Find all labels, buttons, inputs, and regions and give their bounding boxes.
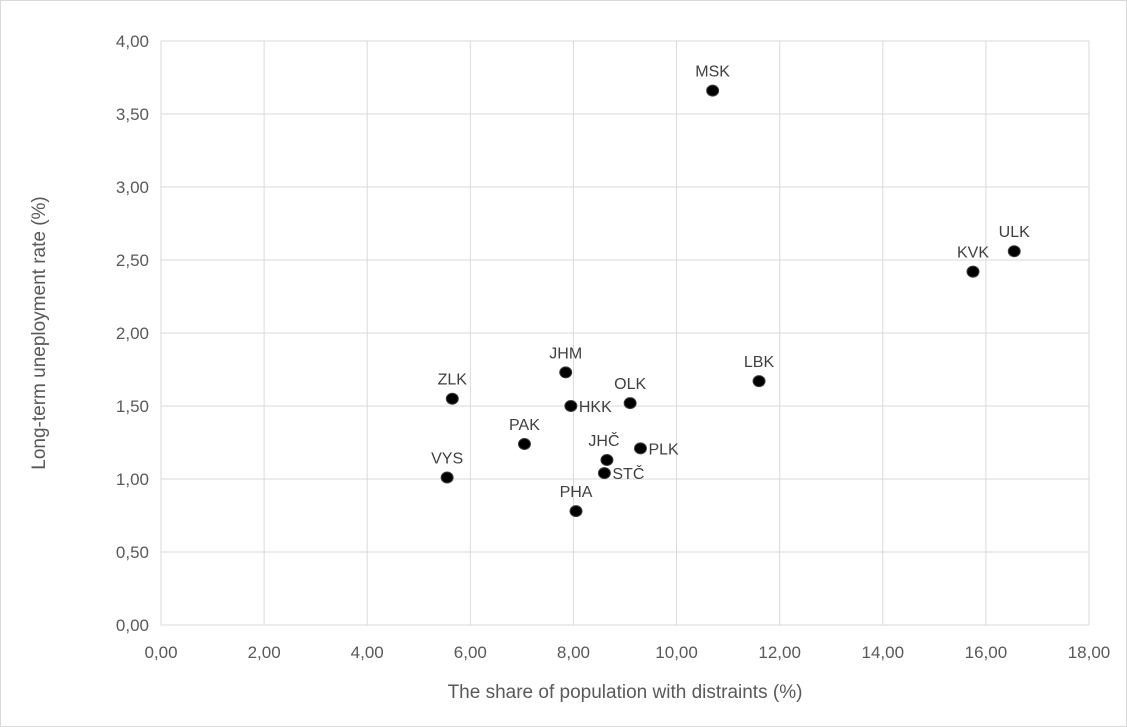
x-tick-label: 6,00 xyxy=(454,643,487,662)
x-tick-label: 12,00 xyxy=(758,643,801,662)
data-label: PAK xyxy=(509,417,540,434)
data-point xyxy=(623,397,637,410)
y-tick-label: 0,00 xyxy=(116,616,149,635)
data-point xyxy=(597,467,611,480)
data-label: LBK xyxy=(744,354,775,371)
x-tick-label: 14,00 xyxy=(862,643,905,662)
y-tick-label: 4,00 xyxy=(116,32,149,51)
x-tick-label: 2,00 xyxy=(248,643,281,662)
y-tick-label: 0,50 xyxy=(116,543,149,562)
data-label: HKK xyxy=(579,399,612,416)
x-tick-label: 18,00 xyxy=(1068,643,1111,662)
data-point xyxy=(706,84,720,97)
data-point xyxy=(445,392,459,405)
data-point xyxy=(752,375,766,388)
data-point xyxy=(1007,245,1021,258)
data-point xyxy=(559,366,573,379)
data-point xyxy=(600,454,614,467)
y-tick-label: 2,00 xyxy=(116,324,149,343)
x-tick-label: 4,00 xyxy=(351,643,384,662)
data-label: MSK xyxy=(695,64,730,81)
data-points xyxy=(440,84,1021,518)
data-point xyxy=(440,471,454,484)
y-tick-label: 1,00 xyxy=(116,470,149,489)
data-label: ULK xyxy=(999,224,1030,241)
x-tick-label: 0,00 xyxy=(144,643,177,662)
tick-labels: 0,00 2,00 4,00 6,00 8,00 10,00 12,00 14,00 16,00… xyxy=(116,32,1110,662)
x-tick-label: 16,00 xyxy=(965,643,1008,662)
y-tick-label: 3,00 xyxy=(116,178,149,197)
data-point xyxy=(517,437,531,450)
data-point xyxy=(564,400,578,412)
x-tick-label: 10,00 xyxy=(655,643,698,662)
y-tick-label: 1,50 xyxy=(116,397,149,416)
y-tick-label: 3,50 xyxy=(116,105,149,124)
data-point xyxy=(569,505,583,518)
gridlines xyxy=(160,40,1090,626)
data-label: OLK xyxy=(614,376,646,393)
data-label: KVK xyxy=(957,245,989,262)
data-label: JHČ xyxy=(588,431,619,450)
data-label: JHM xyxy=(549,345,582,362)
x-axis-title: The share of population with distraints … xyxy=(448,682,803,703)
data-label: VYS xyxy=(431,451,463,468)
data-point xyxy=(966,265,980,278)
data-point xyxy=(633,442,647,455)
data-label: STČ xyxy=(612,464,644,483)
data-label: ZLK xyxy=(438,372,468,389)
y-tick-label: 2,50 xyxy=(116,251,149,270)
x-tick-label: 8,00 xyxy=(557,643,590,662)
data-label: PLK xyxy=(648,441,679,458)
data-label: PHA xyxy=(560,484,593,501)
y-axis-title: Long-term uneployment rate (%) xyxy=(29,196,50,470)
